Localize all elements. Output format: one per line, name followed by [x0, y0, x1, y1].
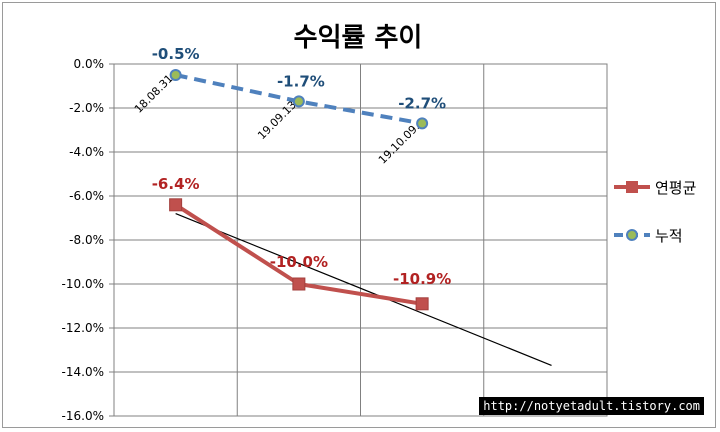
data-point-square — [292, 277, 306, 291]
data-label: -10.0% — [270, 253, 328, 271]
data-point-square — [169, 198, 183, 212]
data-label: -6.4% — [152, 175, 200, 193]
trendline — [175, 213, 552, 366]
series-group — [169, 69, 552, 366]
data-label: -2.7% — [398, 94, 446, 112]
y-tick-label: -12.0% — [62, 321, 104, 335]
y-tick-label: -6.0% — [69, 189, 104, 203]
data-point-circle — [169, 69, 182, 81]
legend-label: 연평균 — [655, 179, 697, 197]
y-tick-label: -4.0% — [69, 145, 104, 159]
chart-title: 수익률 추이 — [294, 23, 423, 53]
x-category-label: 18.08.31 — [132, 72, 176, 116]
data-label: -0.5% — [152, 45, 200, 63]
data-label: -1.7% — [277, 72, 325, 90]
data-point-circle — [292, 95, 305, 108]
y-tick-label: -16.0% — [62, 409, 104, 423]
y-tick-label: -14.0% — [62, 365, 104, 379]
series-line-cumulative — [175, 73, 423, 126]
y-tick-label: -8.0% — [69, 233, 104, 247]
watermark-url: http://notyetadult.tistory.com — [479, 397, 704, 415]
legend-marker-circle — [626, 229, 638, 241]
chart-frame — [2, 2, 716, 428]
x-category-label: 19.09.13 — [255, 98, 299, 142]
data-point-square — [415, 297, 429, 311]
x-category-label: 19.10.09. — [376, 120, 422, 166]
y-tick-label: 0.0% — [74, 57, 105, 71]
y-axis: 0.0% -2.0% -4.0% -6.0% -8.0% -10.0% -12.0% -14.… — [62, 57, 114, 423]
data-label: -10.9% — [393, 270, 451, 288]
legend-marker-square — [626, 181, 638, 193]
data-point-circle — [416, 117, 429, 130]
gridlines — [113, 63, 608, 417]
y-tick-label: -10.0% — [62, 277, 104, 291]
legend-label: 누적 — [655, 227, 683, 245]
data-labels: -0.5% -1.7% -2.7% -6.4% -10.0% -10.9% — [152, 45, 452, 288]
y-tick-label: -2.0% — [69, 101, 104, 115]
